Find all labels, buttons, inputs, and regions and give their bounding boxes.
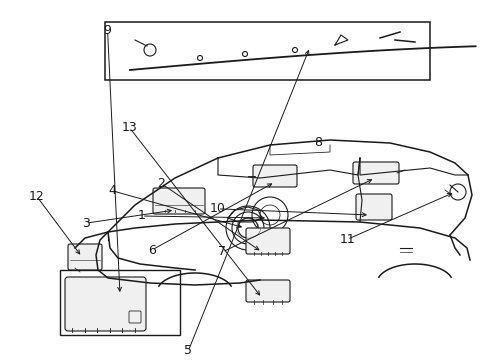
Text: 12: 12 <box>29 190 44 203</box>
FancyBboxPatch shape <box>68 244 102 270</box>
Text: 9: 9 <box>103 24 111 37</box>
Text: 6: 6 <box>147 244 155 257</box>
FancyBboxPatch shape <box>65 277 146 331</box>
Bar <box>60 270 180 335</box>
FancyBboxPatch shape <box>252 165 296 187</box>
Text: 10: 10 <box>209 202 225 215</box>
Text: 7: 7 <box>218 246 226 258</box>
FancyBboxPatch shape <box>129 311 141 323</box>
Text: 5: 5 <box>184 345 192 357</box>
Text: 4: 4 <box>108 184 116 197</box>
Text: 1: 1 <box>138 210 145 222</box>
Text: 8: 8 <box>313 136 321 149</box>
FancyBboxPatch shape <box>245 228 289 254</box>
Text: 13: 13 <box>122 121 137 134</box>
Text: 11: 11 <box>339 233 354 246</box>
Bar <box>105 22 429 80</box>
FancyBboxPatch shape <box>355 194 391 220</box>
FancyBboxPatch shape <box>352 162 398 184</box>
Text: 3: 3 <box>81 217 89 230</box>
Text: 2: 2 <box>157 177 165 190</box>
FancyBboxPatch shape <box>153 188 204 214</box>
FancyBboxPatch shape <box>245 280 289 302</box>
